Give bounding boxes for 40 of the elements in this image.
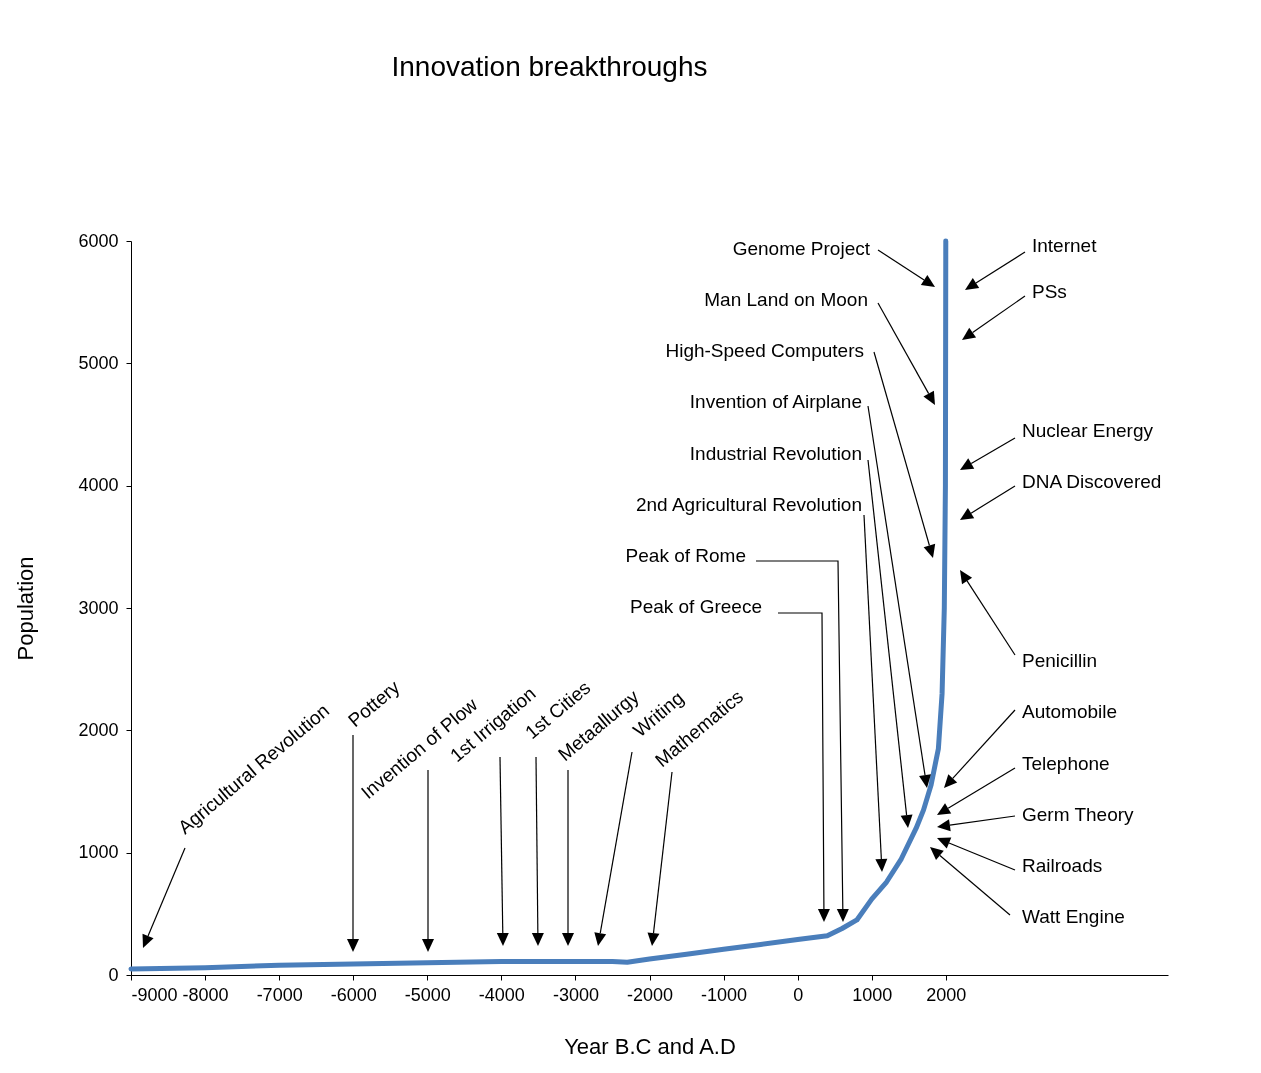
x-tick-label: -2000 — [626, 984, 674, 1005]
x-tick-label: -5000 — [404, 984, 451, 1005]
chart-title: Innovation breakthroughs — [391, 51, 708, 82]
y-tick-label: 2000 — [78, 719, 119, 740]
x-axis-title: Year B.C and A.D — [564, 1033, 736, 1059]
annotation: Railroads — [1022, 855, 1103, 877]
annotation: Industrial Revolution — [689, 443, 862, 465]
y-tick-label: 5000 — [78, 352, 119, 373]
annotation: Internet — [1032, 235, 1098, 257]
annotation: 2nd Agricultural Revolution — [635, 494, 862, 516]
x-tick-label: -7000 — [256, 984, 303, 1005]
annotation: Automobile — [1022, 701, 1118, 723]
annotation: Telephone — [1022, 753, 1110, 775]
x-tick-label: -6000 — [330, 984, 377, 1005]
annotation: Genome Project — [732, 238, 871, 260]
annotation: Man Land on Moon — [704, 289, 868, 311]
y-axis-title: Population — [13, 556, 39, 661]
x-tick-label: -8000 — [182, 984, 229, 1005]
annotation: Invention of Airplane — [689, 391, 862, 413]
annotation: Peak of Rome — [625, 545, 746, 567]
x-tick-label: 1000 — [852, 984, 893, 1005]
x-tick-label: 2000 — [926, 984, 967, 1005]
annotation: Watt Engine — [1022, 906, 1125, 928]
annotation: Peak of Greece — [629, 596, 762, 618]
x-tick-label: -4000 — [478, 984, 525, 1005]
x-tick-label: 0 — [793, 984, 804, 1005]
x-tick-label: -1000 — [701, 984, 748, 1005]
annotation: Nuclear Energy — [1022, 420, 1154, 442]
y-tick-label: 4000 — [78, 475, 119, 496]
annotation: Penicillin — [1022, 650, 1097, 672]
y-tick-label: 0 — [108, 964, 119, 985]
y-tick-label: 3000 — [78, 597, 119, 618]
y-tick-label: 1000 — [78, 842, 119, 863]
x-tick-label: -3000 — [552, 984, 599, 1005]
x-tick-label: -9000 — [131, 984, 178, 1005]
y-tick-label: 6000 — [78, 230, 119, 251]
annotation: High-Speed Computers — [665, 340, 864, 362]
annotation: Germ Theory — [1022, 804, 1135, 826]
annotation: DNA Discovered — [1022, 471, 1162, 493]
annotation: PSs — [1032, 281, 1067, 303]
